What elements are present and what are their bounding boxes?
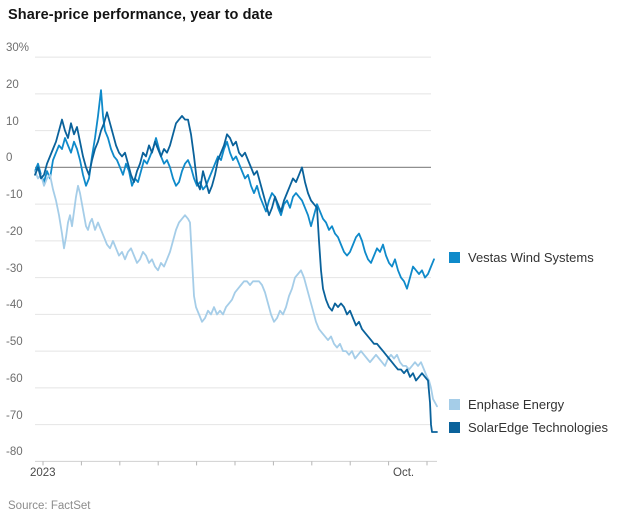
y-axis-label: -60 <box>6 372 23 385</box>
chart-title: Share-price performance, year to date <box>8 7 273 23</box>
legend-item: Enphase Energy <box>449 397 564 412</box>
y-axis-label: 0 <box>6 152 13 165</box>
y-axis-label: 20 <box>6 78 19 91</box>
legend-label: Vestas Wind Systems <box>468 250 594 265</box>
legend-swatch-icon <box>449 422 460 433</box>
y-axis-label: -80 <box>6 446 23 459</box>
legend-swatch-icon <box>449 252 460 263</box>
y-axis-label: 30% <box>6 42 30 55</box>
y-axis-label: -30 <box>6 262 23 275</box>
legend-swatch-icon <box>449 399 460 410</box>
legend-item: SolarEdge Technologies <box>449 420 608 435</box>
series-line-vestas-wind-systems <box>34 89 435 290</box>
legend-label: SolarEdge Technologies <box>468 420 608 435</box>
series-line-solaredge-technologies <box>34 111 438 433</box>
series-line-enphase-energy <box>34 170 438 408</box>
x-axis-label: 2023 <box>30 467 56 480</box>
source-note: Source: FactSet <box>8 500 91 512</box>
x-axis-label: Oct. <box>393 467 415 480</box>
legend-label: Enphase Energy <box>468 397 565 412</box>
y-axis-label: -70 <box>6 409 23 422</box>
y-axis-label: -20 <box>6 225 23 238</box>
y-axis-label: -50 <box>6 336 23 349</box>
y-axis-label: -10 <box>6 189 23 202</box>
y-axis-label: 10 <box>6 115 19 128</box>
legend-item: Vestas Wind Systems <box>449 250 594 265</box>
y-axis-label: -40 <box>6 299 23 312</box>
